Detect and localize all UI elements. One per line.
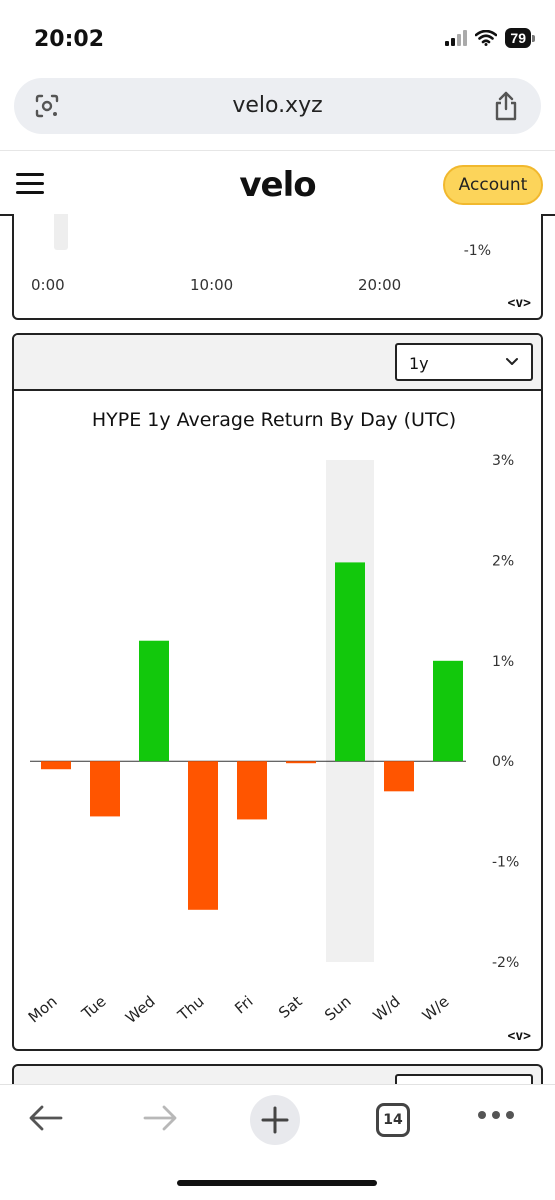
previous-chart-bar bbox=[54, 214, 68, 250]
bar-sat bbox=[286, 761, 316, 764]
previous-chart-x-label: 20:00 bbox=[358, 276, 402, 294]
y-tick-label: 1% bbox=[492, 654, 514, 670]
google-lens-icon[interactable] bbox=[34, 93, 60, 119]
x-tick-label: Thu bbox=[174, 992, 208, 1025]
status-time: 20:02 bbox=[34, 27, 105, 52]
status-icons: 79 bbox=[445, 28, 535, 48]
x-tick-label: Fri bbox=[231, 992, 256, 1017]
velo-logo[interactable]: velo bbox=[239, 165, 316, 205]
previous-chart-nav-arrows[interactable]: <v> bbox=[507, 296, 531, 311]
x-tick-label: W/d bbox=[369, 992, 403, 1025]
hamburger-menu-icon[interactable] bbox=[16, 173, 44, 195]
bar-wed bbox=[139, 640, 169, 762]
x-tick-label: Sat bbox=[275, 992, 306, 1022]
forward-arrow-icon[interactable] bbox=[142, 1103, 178, 1133]
bar-wd bbox=[384, 761, 414, 792]
new-tab-button[interactable] bbox=[250, 1095, 300, 1145]
range-select-value: 1y bbox=[409, 354, 429, 373]
address-bar[interactable]: velo.xyz bbox=[14, 78, 541, 134]
url-text[interactable]: velo.xyz bbox=[232, 93, 323, 118]
day-return-chart: HYPE 1y Average Return By Day (UTC) 3% 2% 1… bbox=[25, 409, 520, 1027]
chevron-down-icon bbox=[506, 358, 518, 365]
status-bar: 20:02 79 bbox=[0, 0, 555, 72]
x-tick-label: W/e bbox=[419, 992, 453, 1025]
y-tick-label: 3% bbox=[492, 453, 514, 469]
x-tick-label: Sun bbox=[321, 992, 354, 1024]
chart-title: HYPE 1y Average Return By Day (UTC) bbox=[92, 409, 456, 431]
site-header: velo Account bbox=[0, 150, 555, 216]
y-tick-label: -1% bbox=[492, 855, 519, 871]
wifi-icon bbox=[475, 30, 498, 46]
y-tick-label: 0% bbox=[492, 754, 514, 770]
previous-chart-panel: -1% 0:00 10:00 20:00 <v> bbox=[12, 214, 543, 320]
bar-mon bbox=[41, 761, 71, 770]
bar-thu bbox=[188, 761, 218, 910]
share-icon[interactable] bbox=[493, 91, 519, 121]
x-tick-label: Wed bbox=[122, 992, 159, 1027]
bar-sun bbox=[335, 562, 365, 762]
x-tick-label: Mon bbox=[25, 992, 61, 1026]
previous-chart-y-label: -1% bbox=[463, 243, 491, 259]
more-menu-icon[interactable] bbox=[478, 1111, 518, 1125]
previous-chart-x-label: 10:00 bbox=[190, 276, 234, 294]
bar-we bbox=[433, 660, 463, 762]
x-tick-label: Tue bbox=[78, 992, 110, 1023]
battery-icon: 79 bbox=[505, 28, 535, 48]
cellular-signal-icon bbox=[445, 30, 468, 46]
bar-tue bbox=[90, 761, 120, 817]
bar-fri bbox=[237, 761, 267, 820]
y-tick-label: 2% bbox=[492, 553, 514, 569]
chart-nav-arrows[interactable]: <v> bbox=[507, 1029, 531, 1044]
y-tick-label: -2% bbox=[492, 955, 519, 971]
account-button[interactable]: Account bbox=[443, 165, 543, 205]
day-return-chart-panel: 1y HYPE 1y Average Return By Day (UTC) 3%… bbox=[12, 333, 543, 1051]
plus-icon bbox=[261, 1106, 289, 1134]
tab-count-button[interactable]: 14 bbox=[376, 1103, 410, 1137]
previous-chart-x-label: 0:00 bbox=[31, 276, 65, 294]
panel-header: 1y bbox=[14, 335, 541, 391]
back-arrow-icon[interactable] bbox=[28, 1103, 64, 1133]
home-indicator bbox=[177, 1180, 377, 1186]
range-select[interactable]: 1y bbox=[395, 343, 533, 381]
